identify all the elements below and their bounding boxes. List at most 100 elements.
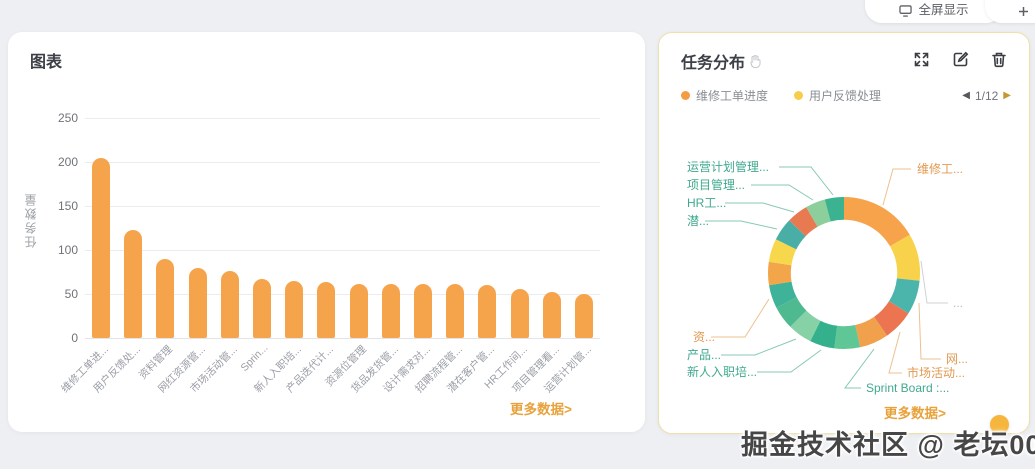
donut-segment[interactable] xyxy=(889,278,920,314)
donut-callout: 网... xyxy=(946,352,968,366)
donut-segment[interactable] xyxy=(834,325,861,350)
y-tick-label: 200 xyxy=(57,155,78,169)
bar[interactable] xyxy=(156,258,175,338)
donut-segment[interactable] xyxy=(789,207,818,237)
donut-segment[interactable] xyxy=(767,261,792,286)
donut-segment[interactable] xyxy=(824,197,844,222)
edit-icon[interactable] xyxy=(952,51,969,68)
drag-hand-icon xyxy=(750,54,761,68)
bar[interactable] xyxy=(92,157,111,338)
floating-action-dot[interactable] xyxy=(990,415,1009,434)
more-data-link[interactable]: 更多数据> xyxy=(510,402,572,417)
bar[interactable] xyxy=(253,279,272,338)
donut-segment[interactable] xyxy=(806,199,831,227)
gridline xyxy=(85,118,600,119)
bar[interactable] xyxy=(188,267,207,338)
y-tick-label: 50 xyxy=(64,287,78,301)
legend-dot xyxy=(794,91,804,100)
callout-line xyxy=(918,302,941,360)
bar[interactable] xyxy=(574,294,593,338)
pager-next-icon[interactable]: ▶ xyxy=(1003,89,1011,101)
more-data-link[interactable]: 更多数据> xyxy=(884,406,946,421)
callout-line xyxy=(920,260,948,304)
pager-label: 1/12 xyxy=(974,88,999,103)
y-tick-label: 150 xyxy=(57,199,78,213)
fullscreen-label: 全屏显示 xyxy=(918,3,969,17)
gridline xyxy=(85,250,600,251)
watermark: 掘金技术社区 @ 老坛001 xyxy=(741,430,1035,460)
bar[interactable] xyxy=(220,271,239,338)
bar[interactable] xyxy=(317,281,336,338)
bar[interactable] xyxy=(413,284,432,338)
gridline xyxy=(85,338,600,339)
pager-prev-icon[interactable]: ◀ xyxy=(962,89,970,101)
legend-item-user-feedback[interactable]: 用户反馈处理 xyxy=(794,87,881,104)
expand-icon[interactable] xyxy=(913,51,930,68)
legend-item-repair-orders[interactable]: 维修工单进度 xyxy=(681,87,768,104)
donut-callout: ... xyxy=(953,296,963,310)
bar[interactable] xyxy=(381,284,400,338)
legend-pager: ◀ 1/12 ▶ xyxy=(962,89,1011,103)
callout-line xyxy=(888,331,902,374)
donut-segment[interactable] xyxy=(890,234,920,281)
bar[interactable] xyxy=(349,284,368,338)
donut-segment[interactable] xyxy=(855,316,887,348)
donut-segment[interactable] xyxy=(776,297,807,327)
donut-callout: 潜... xyxy=(687,214,709,228)
task-distribution-card: 任务分布 维修工单进度 xyxy=(658,32,1030,434)
donut-callout: 产品... xyxy=(687,348,721,362)
chart-card: 图表 任务数量 0 50 100 150 200 250 维修工单进... 用户反馈处...… xyxy=(8,32,645,432)
monitor-icon xyxy=(899,5,913,17)
donut-segment[interactable] xyxy=(768,239,797,266)
callout-line xyxy=(711,298,770,338)
donut-segment[interactable] xyxy=(790,310,821,342)
donut-legend: 维修工单进度 用户反馈处理 ◀ 1/12 ▶ xyxy=(681,87,1011,104)
gridline xyxy=(85,162,600,163)
donut-segment[interactable] xyxy=(874,301,909,336)
callout-line xyxy=(751,184,814,201)
bar[interactable] xyxy=(446,284,465,338)
chart-card-title: 图表 xyxy=(30,54,63,71)
donut-segment[interactable] xyxy=(844,197,910,247)
callout-line xyxy=(725,202,795,213)
y-tick-label: 0 xyxy=(71,331,78,345)
gridline xyxy=(85,294,600,295)
add-button[interactable]: 新增 xyxy=(985,0,1035,23)
donut-callout: 项目管理... xyxy=(687,177,745,192)
bar[interactable] xyxy=(510,288,529,338)
donut-callout: 资... xyxy=(693,330,715,344)
legend-dot xyxy=(681,91,690,100)
donut-callout: Sprint Board :... xyxy=(866,381,949,395)
delete-icon[interactable] xyxy=(991,51,1007,68)
card-actions xyxy=(913,51,1007,68)
donut-segment[interactable] xyxy=(775,220,806,250)
bar-plot xyxy=(85,118,600,339)
callout-line xyxy=(844,348,875,389)
bar[interactable] xyxy=(542,292,561,338)
donut-callout: HR工... xyxy=(687,196,726,210)
bar[interactable] xyxy=(124,229,143,338)
fullscreen-button[interactable]: 全屏显示 xyxy=(865,0,1003,23)
gridline xyxy=(85,206,600,207)
y-tick-label: 100 xyxy=(57,243,78,257)
donut-arcs xyxy=(767,197,920,350)
y-axis-title: 任务数量 xyxy=(24,192,38,248)
callout-line xyxy=(705,220,778,230)
bar[interactable] xyxy=(478,285,497,338)
y-axis-ticks: 0 50 100 150 200 250 xyxy=(38,111,78,345)
donut-segment[interactable] xyxy=(769,281,797,308)
y-tick-label: 250 xyxy=(57,111,78,125)
donut-segment[interactable] xyxy=(810,320,838,349)
bar[interactable] xyxy=(285,280,304,338)
donut-chart: 维修工... ... 网... 市场活动... Sprint Board :..… xyxy=(659,111,1029,403)
plus-icon xyxy=(1018,7,1028,16)
callout-line xyxy=(721,338,797,356)
donut-callout: 市场活动... xyxy=(907,365,965,380)
callout-line xyxy=(757,349,822,373)
donut-callout: 维修工... xyxy=(917,161,963,176)
donut-callout: 运营计划管理... xyxy=(687,159,769,174)
callout-line xyxy=(882,168,911,206)
callout-line xyxy=(779,166,834,196)
task-distribution-title: 任务分布 xyxy=(681,49,762,73)
